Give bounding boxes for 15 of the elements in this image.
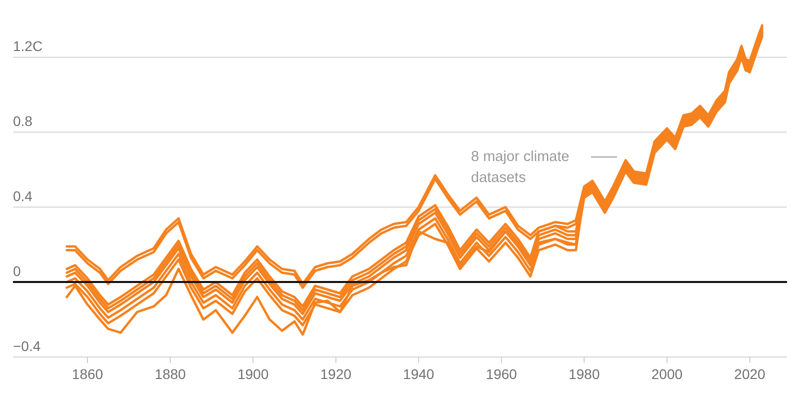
x-tick-label: 1980 [568,366,600,382]
y-tick-label: 0 [13,263,21,280]
annotation: 8 major climate datasets [471,149,570,186]
y-tick-label: 1.2C [13,38,43,54]
x-tick-label: 2000 [651,366,683,382]
x-tick-label: 1940 [403,366,434,382]
y-tick-label: −0.4 [13,338,41,354]
y-tick-label: 0.8 [13,113,33,130]
x-tick-label: 1880 [154,366,186,382]
x-tick-label: 1920 [320,366,352,382]
y-tick-label: 0.4 [13,188,33,204]
x-tick-label: 1960 [486,366,518,382]
x-tick-label: 2020 [734,366,766,382]
x-tick-label: 1900 [237,366,269,382]
x-tick-label: 1860 [72,366,104,382]
